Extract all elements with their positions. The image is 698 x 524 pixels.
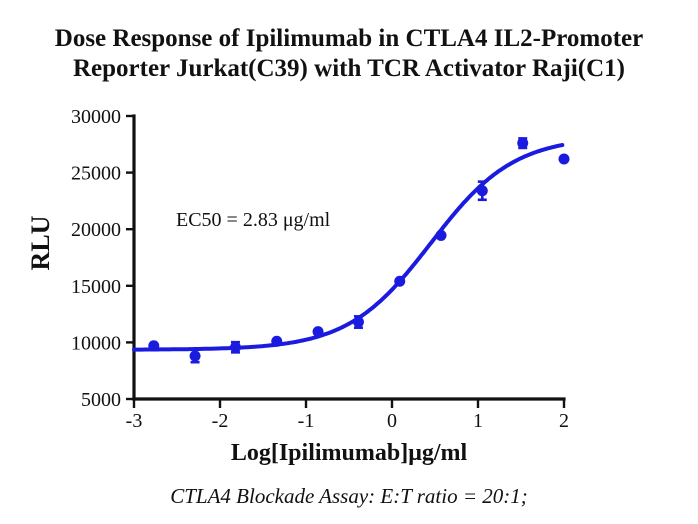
y-axis: 5000 10000 15000 20000 25000 30000 [71, 106, 136, 411]
y-tick-label: 5000 [81, 389, 121, 411]
x-tick-label: 2 [559, 410, 569, 432]
data-point [148, 340, 160, 352]
data-point [189, 350, 201, 362]
ec50-annotation: EC50 = 2.83 μg/ml [176, 209, 331, 231]
error-bars [190, 137, 528, 364]
data-point [558, 153, 570, 165]
y-tick-label: 20000 [71, 219, 121, 241]
x-tick-label: -2 [212, 410, 229, 432]
y-tick-label: 25000 [71, 163, 121, 185]
y-tick-label: 15000 [71, 276, 121, 298]
data-point [229, 341, 241, 353]
chart-title: Dose Response of Ipilimumab in CTLA4 IL2… [0, 24, 698, 84]
data-point [435, 229, 447, 241]
data-point [517, 137, 529, 149]
x-axis: -3 -2 -1 0 1 2 [126, 397, 569, 432]
chart-title-line2: Reporter Jurkat(C39) with TCR Activator … [72, 55, 625, 82]
x-tick-label: -1 [298, 410, 315, 432]
data-point [394, 275, 406, 287]
data-point [271, 335, 283, 347]
x-tick-label: -3 [126, 410, 143, 432]
data-point [352, 316, 364, 328]
x-tick-label: 0 [387, 410, 397, 432]
data-point [312, 326, 324, 338]
data-points [148, 137, 570, 362]
data-point [476, 185, 488, 197]
x-tick-label: 1 [473, 410, 483, 432]
chart-title-line1: Dose Response of Ipilimumab in CTLA4 IL2… [54, 25, 644, 52]
fit-curve [132, 143, 565, 352]
x-axis-label: Log[Ipilimumab]μg/ml [230, 440, 468, 466]
y-tick-label: 30000 [71, 106, 121, 128]
assay-note: CTLA4 Blockade Assay: E:T ratio = 20:1; [170, 484, 528, 508]
y-tick-label: 10000 [71, 332, 121, 354]
